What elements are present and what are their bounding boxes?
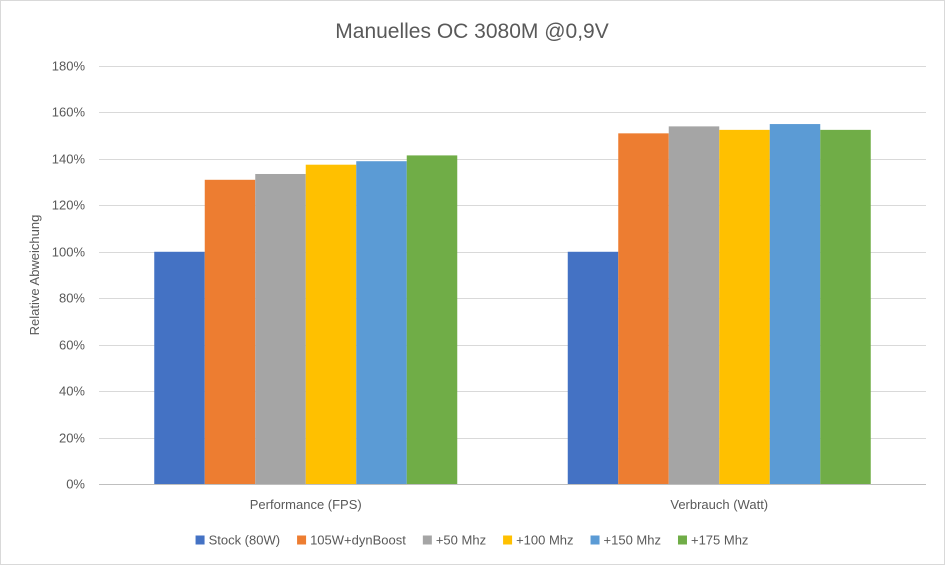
legend-swatch: [422, 535, 432, 545]
bar: [719, 129, 770, 484]
legend-label: +50 Mhz: [436, 533, 486, 548]
bar: [618, 133, 669, 484]
y-tick-label: 20%: [59, 431, 85, 446]
legend-swatch: [590, 535, 600, 545]
legend-label: Stock (80W): [209, 533, 281, 548]
y-tick-label: 140%: [52, 152, 86, 167]
y-tick-label: 40%: [59, 384, 85, 399]
legend-label: +175 Mhz: [691, 533, 748, 548]
bars: [154, 124, 871, 485]
bar: [668, 126, 720, 484]
bar: [305, 164, 357, 484]
y-axis-ticks: 0% 20% 40% 60% 80% 100% 120% 140% 160% 180%: [52, 59, 86, 492]
legend-label: +100 Mhz: [516, 533, 573, 548]
bar: [406, 155, 458, 484]
y-tick-label: 0%: [66, 477, 85, 492]
legend-swatch: [677, 535, 687, 545]
x-tick-label: Performance (FPS): [250, 497, 362, 512]
y-tick-label: 180%: [52, 59, 86, 74]
legend-swatch: [195, 535, 205, 545]
legend-swatch: [503, 535, 513, 545]
y-tick-label: 60%: [59, 338, 85, 353]
y-axis-title: Relative Abweichung: [27, 215, 42, 336]
legend-label: 105W+dynBoost: [310, 533, 406, 548]
bar: [204, 179, 256, 485]
bar: [255, 173, 306, 484]
x-tick-label: Verbrauch (Watt): [670, 497, 768, 512]
bar: [567, 251, 619, 484]
legend: Stock (80W) 105W+dynBoost +50 Mhz +100 Mhz +…: [195, 533, 748, 548]
legend-label: +150 Mhz: [604, 533, 661, 548]
bar: [769, 124, 821, 485]
y-tick-label: 100%: [52, 245, 86, 260]
x-axis-ticks: Performance (FPS) Verbrauch (Watt): [250, 497, 768, 512]
y-tick-label: 80%: [59, 291, 85, 306]
bar: [356, 161, 407, 484]
bar: [820, 129, 871, 484]
chart-title: Manuelles OC 3080M @0,9V: [335, 20, 608, 43]
legend-swatch: [297, 535, 307, 545]
y-tick-label: 160%: [52, 105, 86, 120]
y-tick-label: 120%: [52, 198, 86, 213]
bar: [154, 251, 205, 484]
